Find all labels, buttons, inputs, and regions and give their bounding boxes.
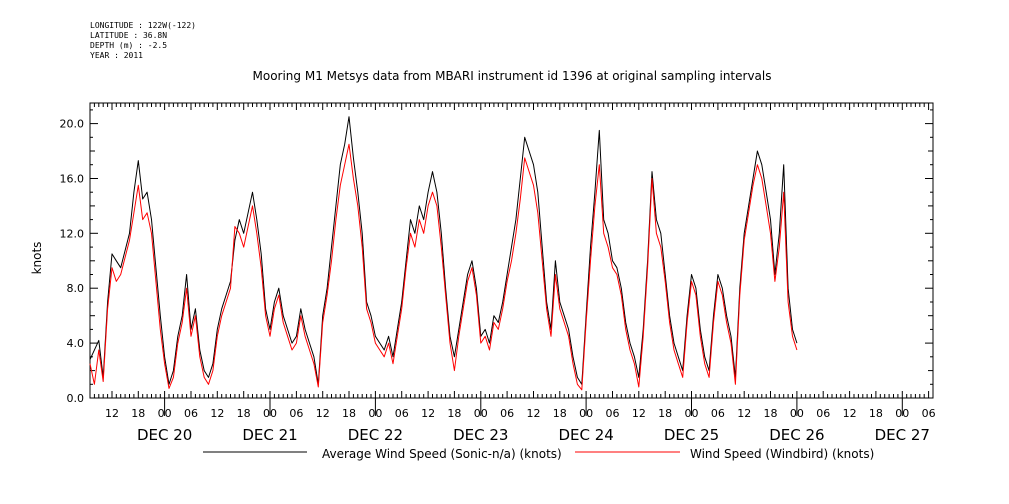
series-windbird-wind-speed [89, 143, 798, 391]
y-tick-label: 8.0 [67, 282, 85, 295]
x-hour-label: 00 [158, 407, 172, 420]
latitude-text: LATITUDE : 36.8N [90, 31, 168, 40]
x-day-label: DEC 21 [242, 426, 297, 444]
x-hour-label: 06 [395, 407, 409, 420]
x-hour-label: 06 [711, 407, 725, 420]
depth-text: DEPTH (m) : -2.5 [90, 41, 168, 50]
x-hour-label: 06 [289, 407, 303, 420]
x-hour-label: 18 [447, 407, 461, 420]
tick-labels: 0.0 4.0 8.0 12.0 16.0 20.0 12 18 00 06 12 18 00 06 12 1… [60, 118, 936, 444]
legend-label: Wind Speed (Windbird) (knots) [690, 447, 874, 461]
x-hour-label: 18 [237, 407, 251, 420]
x-hour-label: 00 [368, 407, 382, 420]
axis-ticks [89, 103, 934, 416]
x-hour-label: 00 [895, 407, 909, 420]
x-hour-label: 06 [184, 407, 198, 420]
x-hour-label: 06 [605, 407, 619, 420]
x-day-label: DEC 26 [769, 426, 824, 444]
x-day-label: DEC 20 [137, 426, 192, 444]
x-hour-label: 12 [210, 407, 224, 420]
legend-label: Average Wind Speed (Sonic-n/a) (knots) [322, 447, 562, 461]
x-day-label: DEC 22 [348, 426, 403, 444]
x-hour-label: 00 [263, 407, 277, 420]
series-lines [89, 116, 798, 391]
x-hour-label: 06 [816, 407, 830, 420]
x-hour-label: 18 [131, 407, 145, 420]
x-hour-label: 18 [869, 407, 883, 420]
x-day-label: DEC 24 [558, 426, 613, 444]
y-axis-label: knots [30, 242, 44, 275]
chart-title: Mooring M1 Metsys data from MBARI instru… [253, 69, 772, 83]
x-hour-label: 12 [421, 407, 435, 420]
series-average-wind-speed [89, 116, 798, 385]
longitude-text: LONGITUDE : 122W(-122) [90, 21, 196, 30]
y-tick-label: 12.0 [60, 227, 85, 240]
x-hour-label: 00 [579, 407, 593, 420]
x-day-label: DEC 27 [875, 426, 930, 444]
x-day-label: DEC 23 [453, 426, 508, 444]
x-hour-label: 00 [790, 407, 804, 420]
x-hour-label: 12 [632, 407, 646, 420]
x-hour-label: 12 [843, 407, 857, 420]
x-day-label: DEC 25 [664, 426, 719, 444]
x-hour-label: 00 [685, 407, 699, 420]
x-hour-label: 12 [526, 407, 540, 420]
station-metadata: LONGITUDE : 122W(-122) LATITUDE : 36.8N … [90, 21, 196, 61]
y-tick-label: 0.0 [67, 392, 85, 405]
x-hour-label: 12 [316, 407, 330, 420]
year-text: YEAR : 2011 [90, 51, 143, 60]
x-hour-label: 06 [500, 407, 514, 420]
plot-frame [89, 102, 934, 399]
x-hour-label: 18 [658, 407, 672, 420]
y-tick-label: 16.0 [60, 172, 85, 185]
legend: Average Wind Speed (Sonic-n/a) (knots) Wi… [203, 447, 874, 461]
x-hour-label: 18 [342, 407, 356, 420]
x-hour-label: 00 [474, 407, 488, 420]
y-tick-label: 4.0 [67, 337, 85, 350]
x-hour-label: 12 [737, 407, 751, 420]
x-hour-label: 06 [922, 407, 936, 420]
x-hour-label: 12 [105, 407, 119, 420]
x-hour-label: 18 [553, 407, 567, 420]
x-hour-label: 18 [764, 407, 778, 420]
y-tick-label: 20.0 [60, 118, 85, 131]
